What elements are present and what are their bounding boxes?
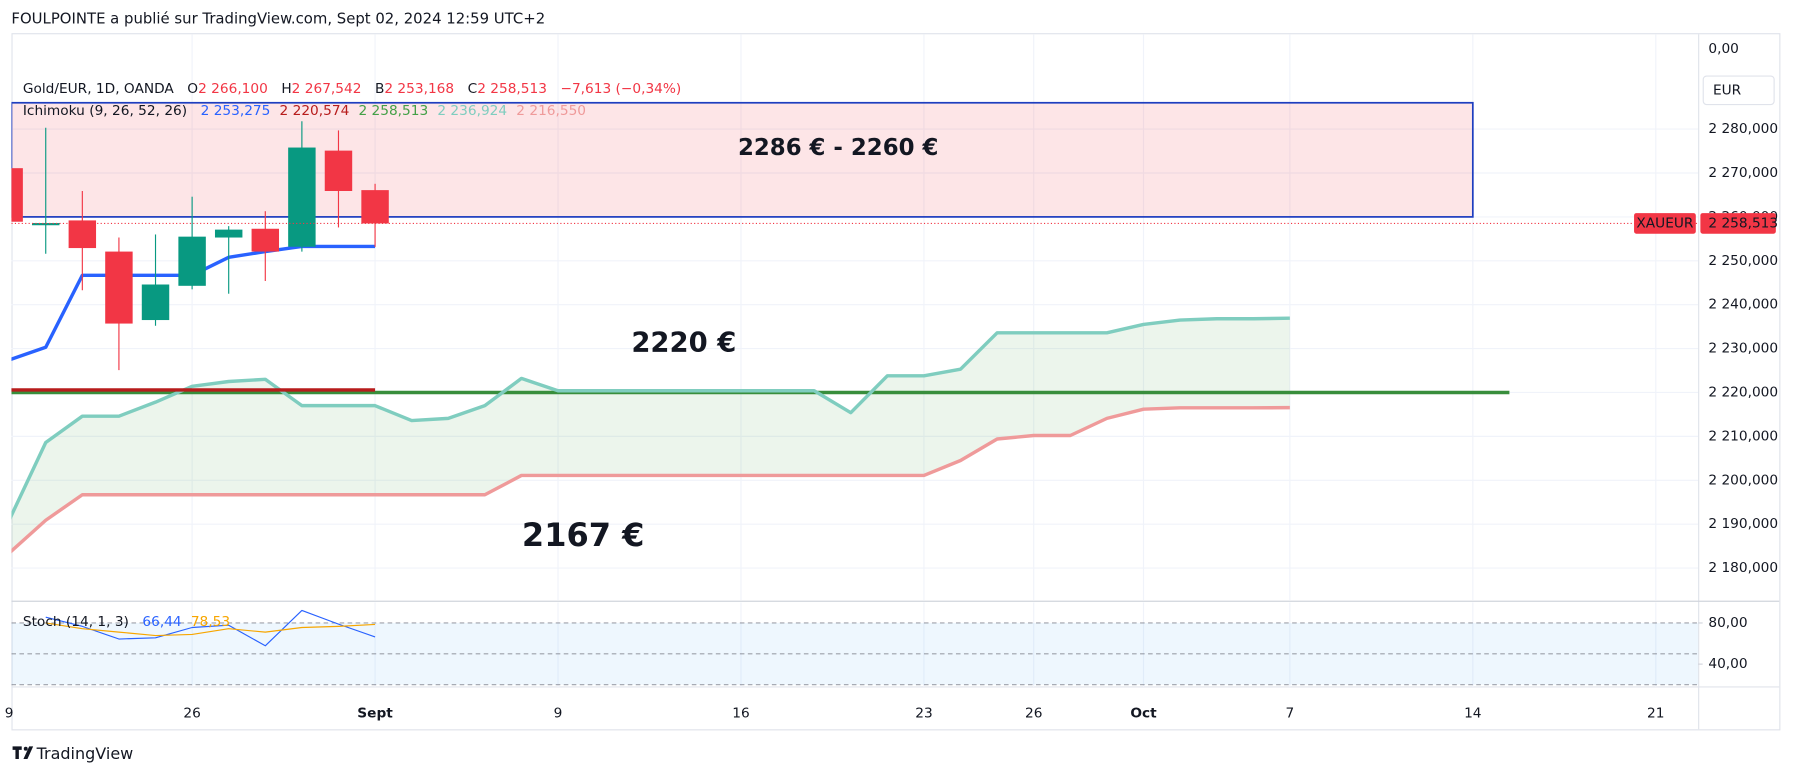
ohlc-value: 2 266,100 (198, 81, 268, 97)
ohlc-value: 2 258,513 (477, 81, 547, 97)
logo: TradingView (12, 744, 134, 763)
ohlc-value: 2 253,168 (384, 81, 454, 97)
scale-label: 0,00 (1708, 41, 1739, 57)
change: −7,613 (−0,34%) (560, 81, 681, 97)
stoch-line (45, 622, 376, 637)
indicator-value: 2 258,513 (358, 103, 428, 119)
indicator-value: 2 220,574 (280, 103, 350, 119)
currency[interactable]: EUR (1713, 82, 1742, 98)
x-tick-label: 26 (183, 705, 200, 721)
candle-body (251, 228, 280, 252)
indicator-line (11, 405, 1290, 554)
candle-body (68, 220, 97, 249)
ohlc-label: H (281, 81, 291, 97)
y-tick-label: 2 230,000 (1708, 341, 1778, 357)
symbol-label: XAUEUR (1636, 215, 1693, 231)
candle-body (178, 236, 206, 286)
indicator-line (11, 316, 1290, 520)
price-label: 2 258,513 (1708, 215, 1778, 231)
indicator-value: 2 216,550 (516, 103, 586, 119)
candle-body (288, 147, 316, 247)
ohlc-label: B (375, 81, 384, 97)
candle-body (324, 150, 353, 192)
candle-body (32, 223, 60, 226)
y-tick-label: 2 190,000 (1708, 516, 1778, 532)
stoch-line (45, 609, 376, 647)
stoch-title: Stoch (14, 1, 3) (23, 614, 129, 630)
stoch-pane (11, 602, 1699, 687)
symbol-legend: Gold/EUR, 1D, OANDA O2 266,100 H2 267,54… (23, 81, 681, 97)
candle-body (141, 284, 170, 321)
x-tick-label: 7 (1286, 705, 1295, 721)
stoch-value: 66,44 (142, 614, 181, 630)
candle-body (105, 251, 133, 324)
y-tick-label: 2 200,000 (1708, 472, 1778, 488)
x-tick-label: 23 (915, 705, 932, 721)
y-tick-label: 2 180,000 (1708, 560, 1778, 576)
annotation: 2220 € (631, 328, 736, 359)
indicator-value: 2 236,924 (437, 103, 507, 119)
indicator-name: Ichimoku (9, 26, 52, 26) (23, 103, 187, 119)
main-pane: 2286 € - 2260 € 2220 € 2167 € (11, 34, 1699, 601)
y-tick-label: 2 250,000 (1708, 253, 1778, 269)
ohlc-value: 2 267,542 (292, 81, 362, 97)
logo-dot (23, 746, 28, 751)
annotation: 2167 € (522, 516, 644, 554)
x-tick-label: 9 (554, 705, 563, 721)
indicator-value: 2 253,275 (201, 103, 271, 119)
zone-label: 2286 € - 2260 € (738, 135, 938, 161)
candle-body (214, 229, 243, 238)
footer: TradingView (36, 744, 134, 763)
ohlc-label: C (468, 81, 478, 97)
x-tick-label: 9 (5, 705, 14, 721)
price-box (1700, 213, 1776, 234)
candle-body (11, 168, 23, 222)
frame (11, 33, 1781, 731)
x-tick-label: 14 (1464, 705, 1481, 721)
y-tick-label: 80,00 (1708, 615, 1747, 631)
axes: 9 26 Sept 9 16 23 26 Oct 7 14 21 2 180,000 2 190,000… (5, 121, 1778, 721)
x-tick-label: Oct (1130, 705, 1157, 721)
ohlc-label: O (187, 81, 198, 97)
y-tick-label: 2 240,000 (1708, 297, 1778, 313)
x-tick-label: 26 (1025, 705, 1042, 721)
cloud (11, 318, 1290, 552)
symbol: Gold/EUR, 1D, OANDA (23, 81, 175, 97)
y-tick-label: 40,00 (1708, 656, 1747, 672)
x-tick-label: 21 (1647, 705, 1664, 721)
symbol-box (1634, 213, 1696, 234)
stoch-value: 78,53 (191, 614, 230, 630)
x-tick-label: Sept (357, 705, 393, 721)
logo-mark (12, 746, 34, 759)
currency-button[interactable] (1702, 75, 1775, 106)
y-tick-label: 2 210,000 (1708, 428, 1778, 444)
y-tick-label: 2 270,000 (1708, 165, 1778, 181)
x-tick-label: 16 (732, 705, 749, 721)
header: FOULPOINTE a publié sur TradingView.com,… (11, 9, 545, 27)
zone (11, 101, 1474, 218)
candle-body (361, 190, 389, 224)
stoch-legend: Stoch (14, 1, 3) 66,44 78,53 (23, 614, 230, 630)
y-tick-label: 2 280,000 (1708, 121, 1778, 137)
y-tick-label: 2 220,000 (1708, 384, 1778, 400)
indicator-legend: Ichimoku (9, 26, 52, 26) 2 253,275 2 220,… (23, 103, 586, 119)
